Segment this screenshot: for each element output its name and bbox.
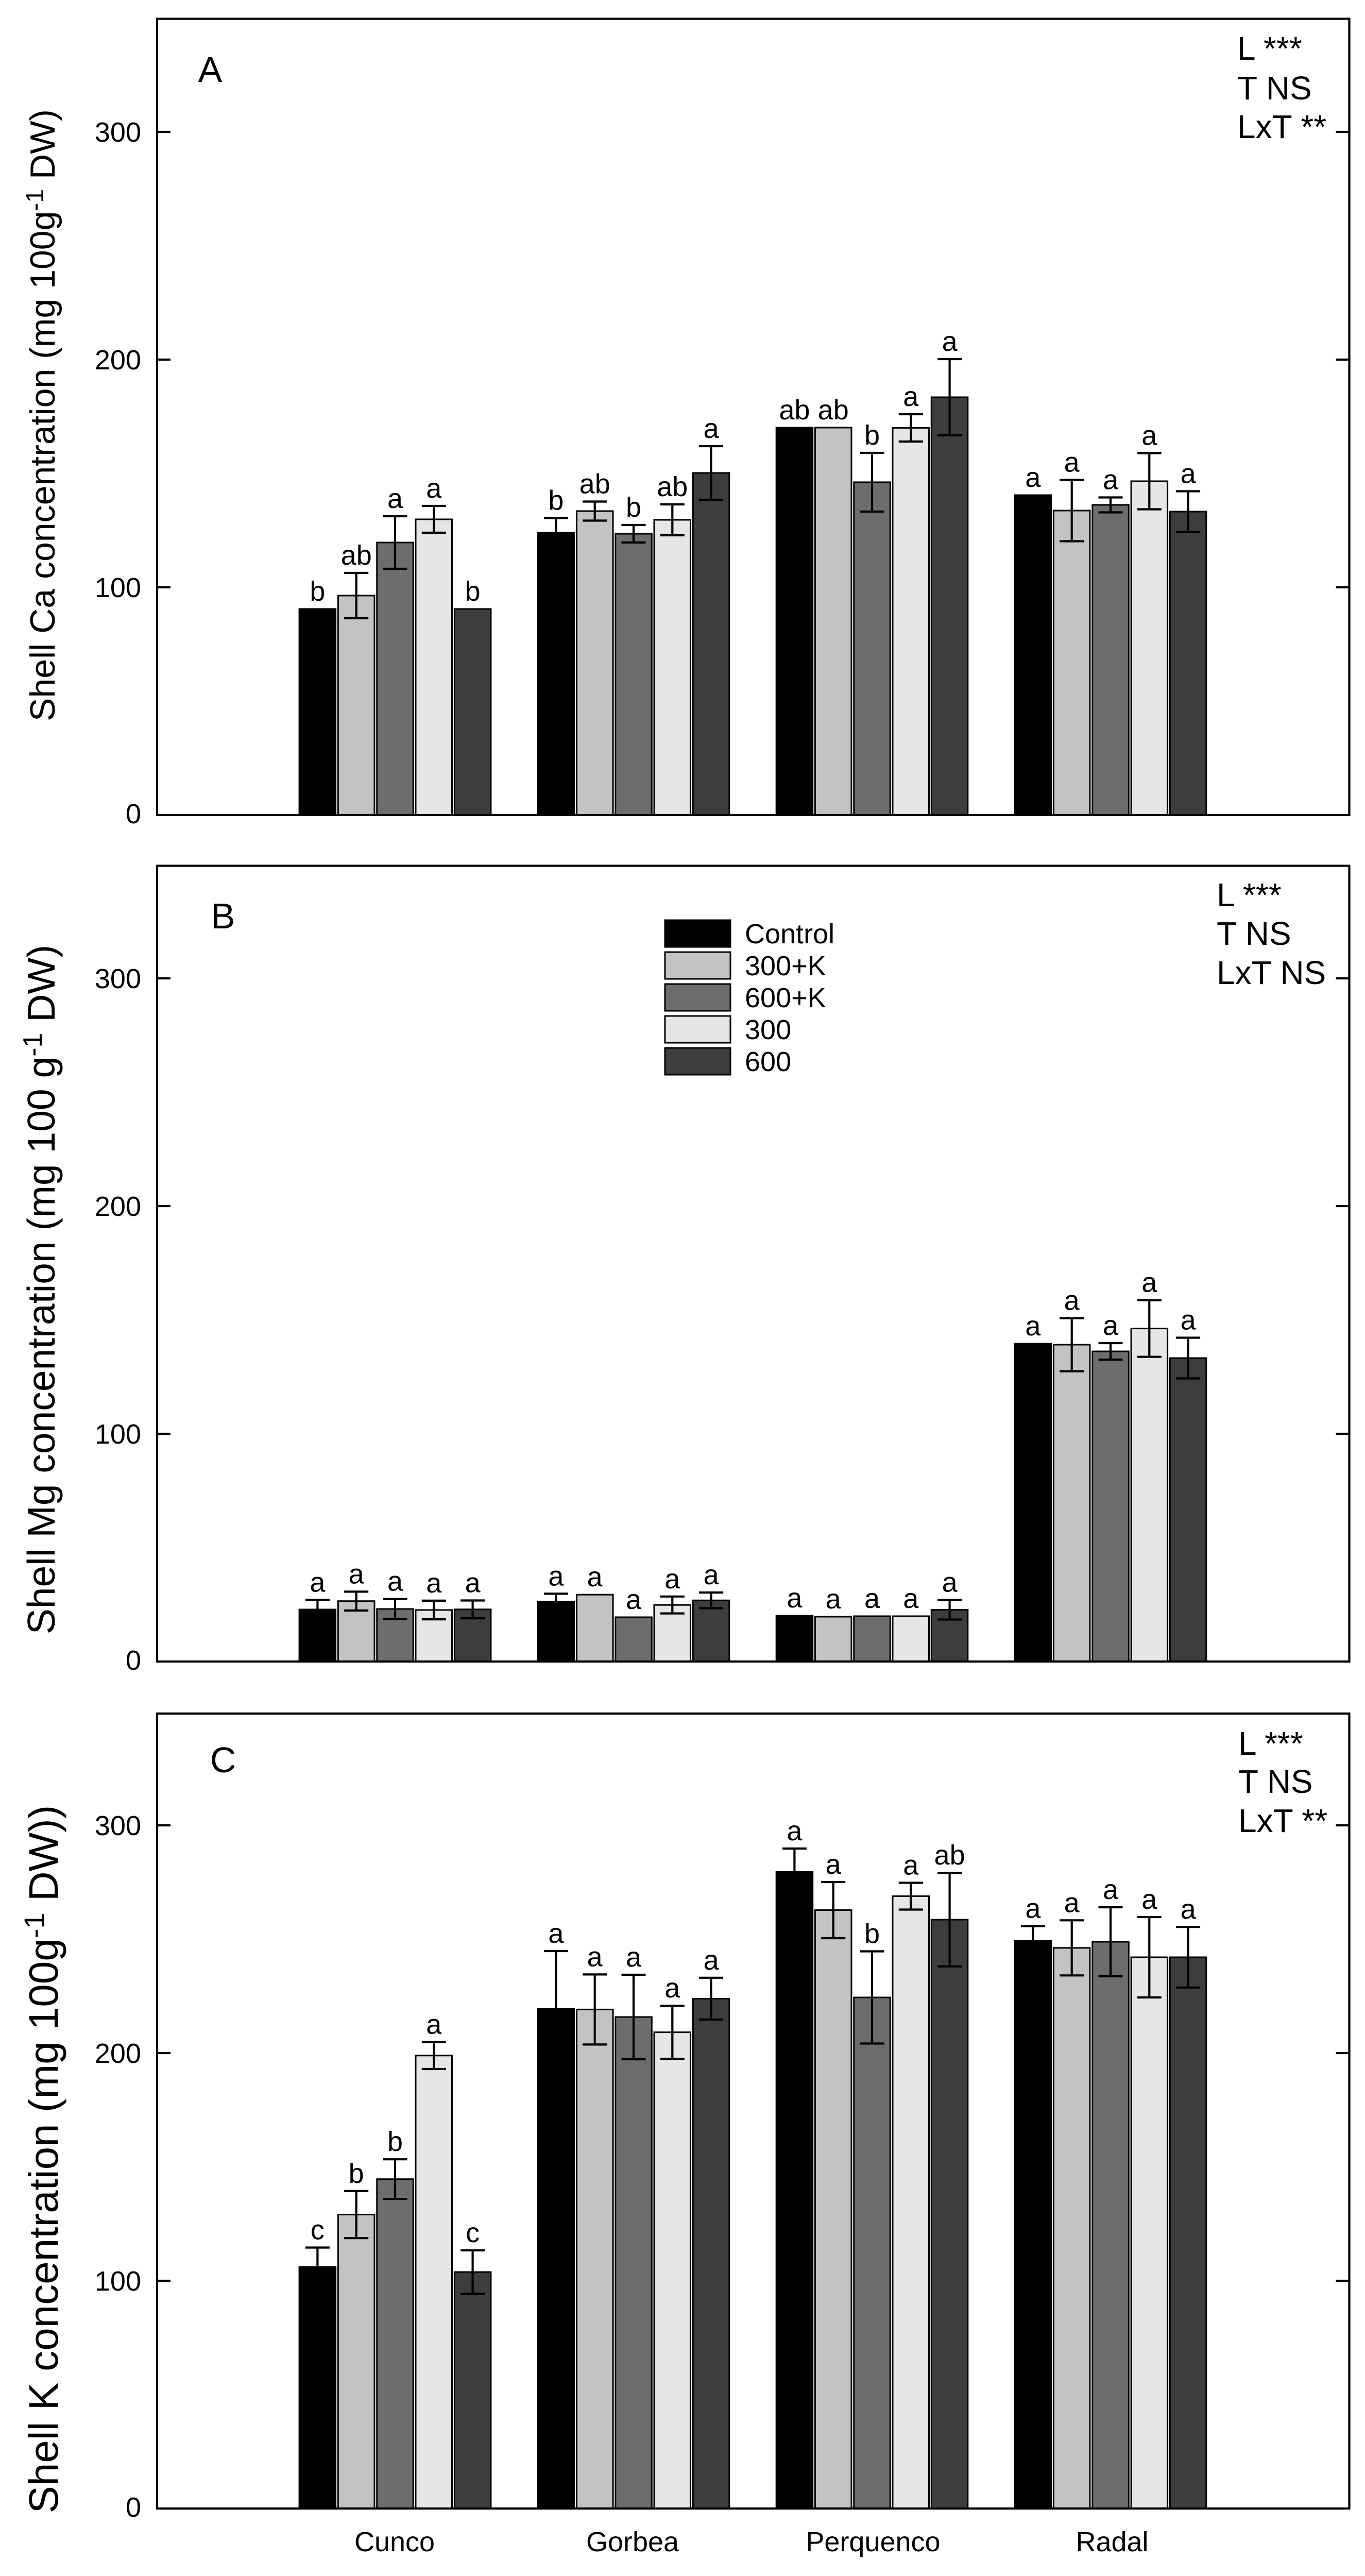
svg-text:a: a <box>1103 465 1119 496</box>
svg-text:Gorbea: Gorbea <box>586 2527 679 2557</box>
svg-text:a: a <box>548 1918 564 1949</box>
svg-text:a: a <box>1025 1893 1041 1924</box>
svg-text:a: a <box>1181 1305 1197 1336</box>
svg-text:a: a <box>704 413 720 444</box>
svg-text:a: a <box>942 326 958 357</box>
svg-text:Cunco: Cunco <box>354 2527 435 2557</box>
svg-text:ab: ab <box>341 540 372 571</box>
svg-text:a: a <box>349 1558 365 1589</box>
svg-text:a: a <box>1025 1311 1041 1342</box>
svg-text:ab: ab <box>657 471 688 502</box>
svg-text:L ***: L *** <box>1238 1725 1303 1762</box>
svg-text:c: c <box>466 2217 480 2248</box>
svg-text:ab: ab <box>579 469 610 500</box>
svg-text:a: a <box>310 1567 326 1598</box>
svg-text:a: a <box>587 1562 603 1592</box>
svg-text:LxT **: LxT ** <box>1238 1802 1327 1839</box>
svg-text:a: a <box>387 483 403 514</box>
svg-text:300: 300 <box>95 117 141 148</box>
svg-text:b: b <box>349 2158 364 2189</box>
svg-text:B: B <box>211 896 235 936</box>
svg-text:a: a <box>1064 1887 1080 1918</box>
svg-text:0: 0 <box>126 1645 141 1676</box>
svg-text:T NS: T NS <box>1238 1763 1313 1800</box>
svg-text:Perquenco: Perquenco <box>806 2527 940 2557</box>
svg-text:LxT **: LxT ** <box>1237 108 1326 145</box>
svg-text:0: 0 <box>126 2492 141 2523</box>
svg-text:a: a <box>387 1566 403 1597</box>
svg-text:0: 0 <box>126 799 141 829</box>
svg-text:600: 600 <box>745 1046 791 1077</box>
svg-text:a: a <box>426 1568 442 1599</box>
svg-text:Control: Control <box>745 919 834 950</box>
svg-text:ab: ab <box>934 1840 965 1871</box>
svg-text:L ***: L *** <box>1237 30 1302 67</box>
svg-text:c: c <box>311 2215 325 2246</box>
svg-text:a: a <box>704 1560 720 1590</box>
svg-text:a: a <box>664 1973 680 2004</box>
svg-text:a: a <box>626 1584 642 1615</box>
svg-text:a: a <box>426 2009 442 2040</box>
svg-text:b: b <box>626 492 641 523</box>
svg-text:b: b <box>548 485 564 516</box>
svg-text:a: a <box>1064 447 1080 478</box>
svg-text:A: A <box>198 49 223 90</box>
svg-text:a: a <box>864 1583 880 1614</box>
svg-text:a: a <box>826 1849 842 1880</box>
svg-text:300: 300 <box>95 963 141 994</box>
svg-text:T NS: T NS <box>1217 915 1291 952</box>
svg-text:a: a <box>787 1583 803 1614</box>
svg-text:b: b <box>465 576 481 607</box>
svg-text:200: 200 <box>95 345 141 376</box>
svg-text:100: 100 <box>95 572 141 603</box>
svg-text:a: a <box>426 473 442 504</box>
svg-text:Shell K concentration (mg 100g: Shell K concentration (mg 100g-1 DW)) <box>18 1805 66 2514</box>
svg-text:a: a <box>1141 1267 1157 1298</box>
svg-text:Radal: Radal <box>1076 2527 1148 2557</box>
svg-text:600+K: 600+K <box>745 982 826 1013</box>
svg-text:a: a <box>465 1568 481 1599</box>
svg-text:a: a <box>903 381 919 412</box>
svg-text:b: b <box>864 420 880 451</box>
svg-text:Shell Ca concentration (mg 100: Shell Ca concentration (mg 100g-1 DW) <box>22 109 62 721</box>
svg-text:300: 300 <box>745 1014 791 1045</box>
svg-text:Shell Mg concentration (mg 100: Shell Mg concentration (mg 100 g-1 DW) <box>18 945 63 1634</box>
svg-text:a: a <box>903 1583 919 1614</box>
svg-text:a: a <box>664 1564 680 1595</box>
svg-text:200: 200 <box>95 1191 141 1222</box>
svg-text:LxT NS: LxT NS <box>1217 954 1326 991</box>
svg-text:a: a <box>942 1567 958 1598</box>
svg-text:b: b <box>864 1919 880 1950</box>
svg-text:100: 100 <box>95 1419 141 1450</box>
svg-text:a: a <box>1025 462 1041 493</box>
svg-text:ab: ab <box>818 395 849 426</box>
svg-text:a: a <box>1181 459 1197 489</box>
svg-text:100: 100 <box>95 2266 141 2297</box>
svg-text:a: a <box>1141 420 1157 451</box>
svg-text:T NS: T NS <box>1237 70 1312 107</box>
svg-text:ab: ab <box>779 395 810 426</box>
svg-text:200: 200 <box>95 2038 141 2069</box>
svg-text:a: a <box>1103 1874 1119 1905</box>
svg-text:a: a <box>626 1942 642 1973</box>
svg-text:C: C <box>210 1740 236 1780</box>
svg-text:b: b <box>310 576 325 607</box>
svg-text:a: a <box>1141 1884 1157 1915</box>
svg-text:a: a <box>704 1945 720 1976</box>
svg-text:L ***: L *** <box>1217 876 1282 913</box>
svg-text:a: a <box>1181 1894 1197 1925</box>
svg-text:a: a <box>787 1816 803 1846</box>
svg-text:a: a <box>587 1941 603 1972</box>
svg-text:a: a <box>826 1584 842 1615</box>
svg-text:a: a <box>548 1561 564 1591</box>
svg-text:300+K: 300+K <box>745 951 826 981</box>
svg-text:a: a <box>903 1850 919 1881</box>
svg-text:b: b <box>387 2126 403 2157</box>
svg-text:a: a <box>1103 1310 1119 1341</box>
svg-text:300: 300 <box>95 1810 141 1841</box>
svg-text:a: a <box>1064 1285 1080 1316</box>
